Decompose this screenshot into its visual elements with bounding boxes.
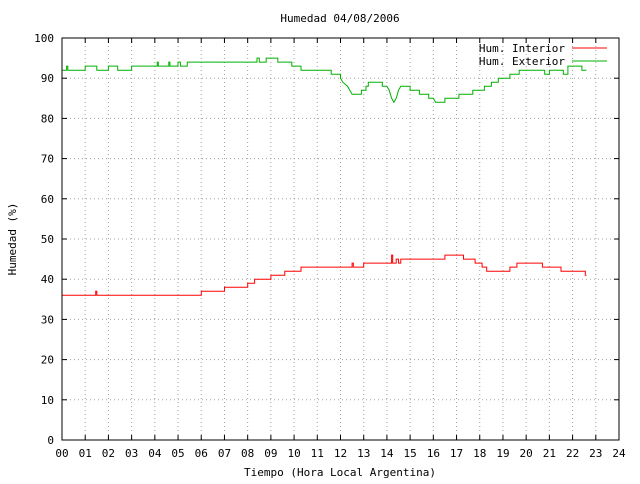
x-tick-label: 01 bbox=[79, 447, 92, 460]
x-tick-label: 03 bbox=[125, 447, 138, 460]
legend-label-hum-interior: Hum. Interior bbox=[479, 42, 565, 55]
y-tick-label: 100 bbox=[34, 32, 54, 45]
x-tick-label: 21 bbox=[543, 447, 556, 460]
x-tick-label: 08 bbox=[241, 447, 254, 460]
x-tick-label: 14 bbox=[380, 447, 394, 460]
x-tick-label: 24 bbox=[612, 447, 626, 460]
x-tick-label: 06 bbox=[195, 447, 208, 460]
x-tick-label: 23 bbox=[589, 447, 602, 460]
y-tick-label: 60 bbox=[41, 193, 54, 206]
y-tick-label: 50 bbox=[41, 233, 54, 246]
x-tick-label: 11 bbox=[311, 447, 324, 460]
x-tick-label: 09 bbox=[264, 447, 277, 460]
x-axis-label: Tiempo (Hora Local Argentina) bbox=[244, 466, 436, 479]
x-tick-label: 16 bbox=[427, 447, 440, 460]
x-tick-label: 22 bbox=[566, 447, 579, 460]
y-tick-label: 20 bbox=[41, 354, 54, 367]
x-tick-label: 13 bbox=[357, 447, 370, 460]
series-layer bbox=[62, 57, 587, 296]
x-tick-label: 07 bbox=[218, 447, 231, 460]
chart-title: Humedad 04/08/2006 bbox=[280, 12, 399, 25]
series-line-hum-interior bbox=[62, 254, 587, 296]
y-tick-label: 70 bbox=[41, 153, 54, 166]
x-tick-label: 20 bbox=[520, 447, 533, 460]
legend-label-hum-exterior: Hum. Exterior bbox=[479, 55, 565, 68]
y-tick-label: 30 bbox=[41, 313, 54, 326]
grid-layer bbox=[62, 38, 619, 440]
y-axis-label: Humedad (%) bbox=[6, 203, 19, 276]
x-tick-label: 04 bbox=[148, 447, 162, 460]
x-tick-label: 12 bbox=[334, 447, 347, 460]
x-tick-label: 00 bbox=[55, 447, 68, 460]
y-tick-label: 90 bbox=[41, 72, 54, 85]
y-tick-label: 0 bbox=[47, 434, 54, 447]
x-tick-label: 18 bbox=[473, 447, 486, 460]
x-tick-label: 05 bbox=[171, 447, 184, 460]
y-tick-label: 80 bbox=[41, 112, 54, 125]
x-tick-label: 19 bbox=[496, 447, 509, 460]
x-tick-label: 10 bbox=[287, 447, 300, 460]
y-tick-label: 10 bbox=[41, 394, 54, 407]
ticks-layer: 0 10 20 30 40 50 60 70 80 90 100 00 01 02 03 04 05 06 07 08… bbox=[34, 32, 626, 460]
x-tick-label: 17 bbox=[450, 447, 463, 460]
x-tick-label: 02 bbox=[102, 447, 115, 460]
y-tick-label: 40 bbox=[41, 273, 54, 286]
x-tick-label: 15 bbox=[404, 447, 417, 460]
series-line-hum-exterior bbox=[62, 57, 587, 104]
